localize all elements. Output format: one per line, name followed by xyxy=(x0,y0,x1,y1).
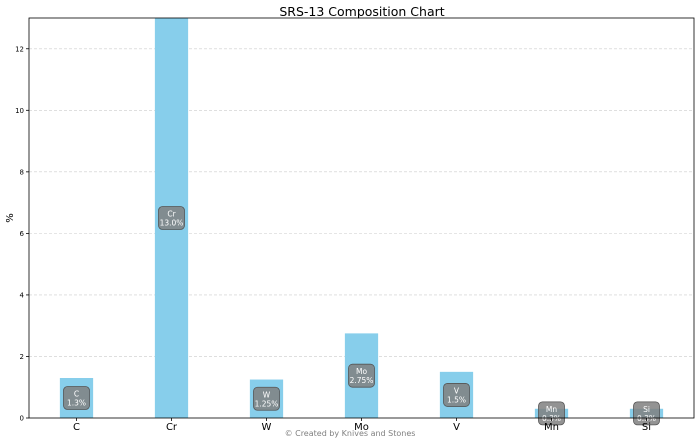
y-tick-label: 4 xyxy=(20,291,25,299)
data-label-box xyxy=(633,401,660,426)
data-label-value: 1.5% xyxy=(447,395,466,404)
y-tick-label: 10 xyxy=(15,107,24,115)
data-label-box xyxy=(538,401,565,426)
data-label-element: Mo xyxy=(356,367,367,376)
data-label-element: C xyxy=(74,390,79,399)
y-tick-label: 8 xyxy=(20,168,24,176)
data-label-c: C1.3% xyxy=(63,386,90,410)
data-label-element: Cr xyxy=(167,210,176,219)
data-label-box xyxy=(63,386,90,410)
data-label-element: W xyxy=(263,390,271,399)
data-label-element: Mn xyxy=(546,405,557,414)
data-label-value: 2.75% xyxy=(350,376,374,385)
data-label-value: 13.0% xyxy=(160,219,184,228)
y-axis-label: % xyxy=(5,213,16,223)
bars xyxy=(59,18,664,418)
y-tick-label: 6 xyxy=(20,230,25,238)
y-tick-label: 0 xyxy=(20,415,24,423)
y-ticks: 0 2 4 6 8 10 12 xyxy=(15,45,29,423)
x-tick-label-mo: Mo xyxy=(354,422,369,433)
data-label-box xyxy=(443,383,470,407)
data-label-element: V xyxy=(454,386,460,395)
x-ticks: C Cr W Mo V Mn Si xyxy=(73,418,651,433)
gridlines xyxy=(29,48,694,357)
data-label-value: 1.3% xyxy=(67,399,86,408)
x-tick-label-mn: Mn xyxy=(544,422,559,433)
y-tick-label: 2 xyxy=(20,353,24,361)
data-label-box xyxy=(348,363,375,388)
x-tick-label-w: W xyxy=(262,422,272,433)
data-label-w: W1.25% xyxy=(253,386,280,411)
data-label-box xyxy=(253,386,280,411)
data-labels: C1.3%Cr13.0%W1.25%Mo2.75%V1.5%Mn0.3%Si0.… xyxy=(63,206,660,426)
data-label-v: V1.5% xyxy=(443,383,470,407)
y-tick-label: 12 xyxy=(15,45,24,53)
x-tick-label-c: C xyxy=(73,422,80,433)
data-label-mo: Mo2.75% xyxy=(348,363,375,388)
x-tick-label-cr: Cr xyxy=(166,422,178,433)
data-label-element: Si xyxy=(643,405,650,414)
credit-text: © Created by Knives and Stones xyxy=(285,429,416,438)
x-tick-label-si: Si xyxy=(642,422,651,433)
chart-title: SRS-13 Composition Chart xyxy=(279,4,444,19)
data-label-box xyxy=(158,206,185,230)
x-tick-label-v: V xyxy=(453,422,460,433)
data-label-value: 1.25% xyxy=(255,399,279,408)
